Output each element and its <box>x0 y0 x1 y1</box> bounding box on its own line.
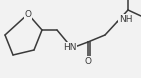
Text: NH: NH <box>119 15 133 24</box>
Text: HN: HN <box>63 43 77 52</box>
Text: O: O <box>84 57 92 66</box>
Text: O: O <box>25 10 31 19</box>
